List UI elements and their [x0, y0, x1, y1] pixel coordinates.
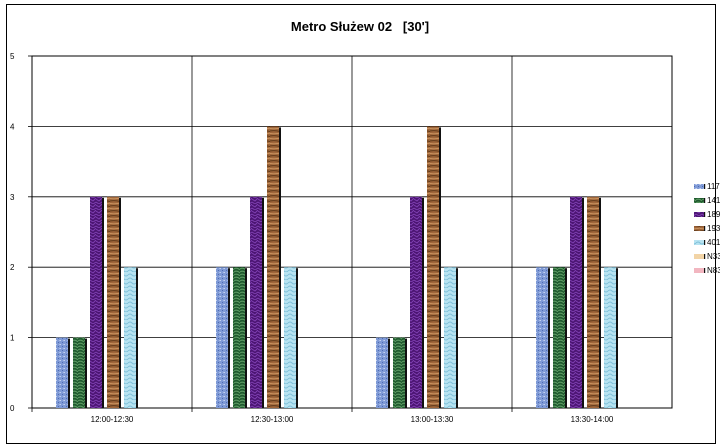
- bar-shadow: [119, 197, 121, 408]
- bar-shadow: [296, 268, 298, 408]
- y-tick-label: 0: [10, 404, 15, 413]
- legend-label-401: 401: [707, 238, 720, 247]
- legend-swatch-401: [694, 240, 704, 245]
- bar-117-13:30-14:00: [536, 267, 548, 408]
- bar-shadow: [388, 338, 390, 408]
- legend-label-117: 117: [707, 182, 720, 191]
- legend-label-141: 141: [707, 196, 720, 205]
- bar-401-13:30-14:00: [604, 267, 616, 408]
- bar-189-12:30-13:00: [250, 196, 262, 408]
- bar-189-12:00-12:30: [90, 196, 102, 408]
- legend-label-N33: N33: [707, 252, 720, 261]
- bar-189-13:30-14:00: [570, 196, 582, 408]
- chart-title: Metro Służew 02 [30']: [290, 19, 430, 34]
- bar-shadow: [422, 197, 424, 408]
- legend-label-193: 193: [707, 224, 720, 233]
- x-tick-label: 12:30-13:00: [251, 415, 294, 424]
- legend-swatch-N83: [694, 268, 704, 273]
- legend-swatch-shadow: [704, 184, 706, 189]
- bar-shadow: [136, 268, 138, 408]
- y-tick-label: 4: [10, 122, 15, 131]
- x-tick-label: 12:00-12:30: [91, 415, 134, 424]
- bar-shadow: [599, 197, 601, 408]
- bar-189-13:00-13:30: [410, 196, 422, 408]
- bar-shadow: [616, 268, 618, 408]
- bar-shadow: [582, 197, 584, 408]
- bar-shadow: [456, 268, 458, 408]
- bar-401-13:00-13:30: [444, 267, 456, 408]
- bar-193-12:00-12:30: [107, 196, 119, 408]
- y-tick-label: 2: [10, 263, 15, 272]
- legend-swatch-189: [694, 212, 704, 217]
- legend-swatch-shadow: [704, 268, 706, 273]
- bar-141-13:30-14:00: [553, 267, 565, 408]
- bar-193-12:30-13:00: [267, 126, 279, 409]
- bar-401-12:30-13:00: [284, 267, 296, 408]
- bar-shadow: [228, 268, 230, 408]
- bar-shadow: [262, 197, 264, 408]
- legend-swatch-shadow: [704, 254, 706, 259]
- bar-141-12:00-12:30: [73, 337, 85, 408]
- bar-117-12:00-12:30: [56, 337, 68, 408]
- bar-shadow: [565, 268, 567, 408]
- y-tick-label: 5: [10, 52, 15, 61]
- x-tick-label: 13:00-13:30: [411, 415, 454, 424]
- y-tick-label: 1: [10, 334, 15, 343]
- bar-117-12:30-13:00: [216, 267, 228, 408]
- bar-401-12:00-12:30: [124, 267, 136, 408]
- bar-193-13:00-13:30: [427, 126, 439, 409]
- legend-label-N83: N83: [707, 266, 720, 275]
- x-tick-label: 13:30-14:00: [571, 415, 614, 424]
- legend-swatch-N33: [694, 254, 704, 259]
- legend-swatch-shadow: [704, 226, 706, 231]
- bar-shadow: [439, 127, 441, 409]
- bar-141-13:00-13:30: [393, 337, 405, 408]
- bar-shadow: [68, 338, 70, 408]
- bar-shadow: [102, 197, 104, 408]
- legend-swatch-141: [694, 198, 704, 203]
- bar-193-13:30-14:00: [587, 196, 599, 408]
- legend-swatch-117: [694, 184, 704, 189]
- bar-shadow: [548, 268, 550, 408]
- legend-swatch-shadow: [704, 198, 706, 203]
- y-tick-label: 3: [10, 193, 15, 202]
- bar-shadow: [245, 268, 247, 408]
- legend-label-189: 189: [707, 210, 720, 219]
- legend-swatch-shadow: [704, 212, 706, 217]
- legend-swatch-193: [694, 226, 704, 231]
- bar-117-13:00-13:30: [376, 337, 388, 408]
- bar-shadow: [279, 127, 281, 409]
- bar-shadow: [405, 338, 407, 408]
- bar-shadow: [85, 338, 87, 408]
- bar-141-12:30-13:00: [233, 267, 245, 408]
- legend-swatch-shadow: [704, 240, 706, 245]
